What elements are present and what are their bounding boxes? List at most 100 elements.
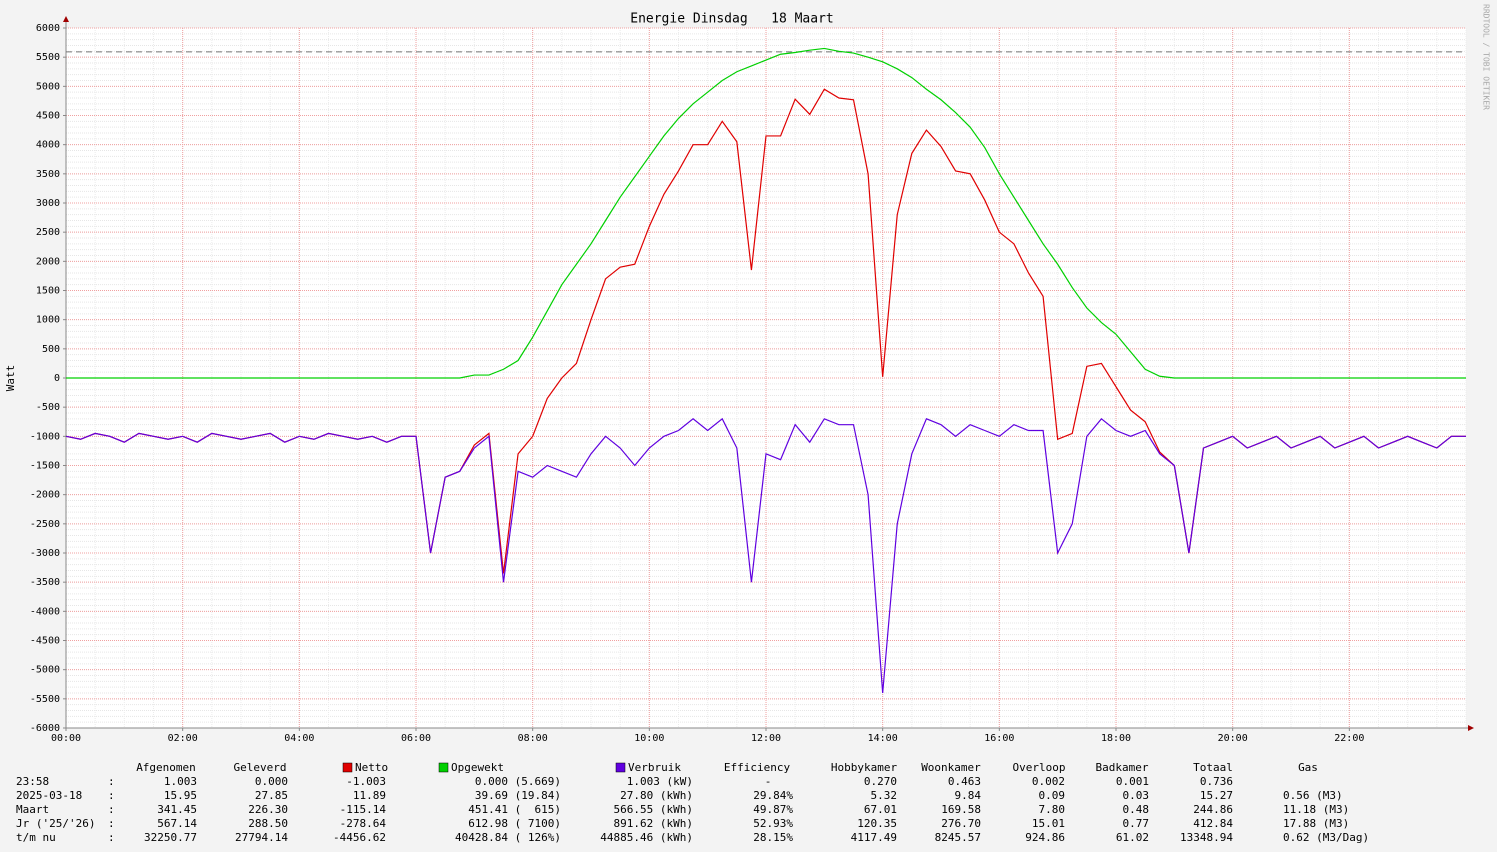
x-tick-label: 02:00: [168, 733, 198, 744]
y-tick-label: -5500: [30, 694, 60, 705]
watermark: RRDTOOL / TOBI OETIKER: [1482, 4, 1491, 110]
table-cell: 924.86: [1025, 831, 1065, 844]
table-cell: 566.55 (kWh): [614, 803, 693, 816]
legend-swatch: [615, 762, 626, 773]
table-cell: 15.95: [164, 789, 197, 802]
table-cell: 612.98 ( 7100): [468, 817, 561, 830]
x-tick-label: 14:00: [868, 733, 898, 744]
y-tick-label: -4500: [30, 636, 60, 647]
table-cell: -4456.62: [333, 831, 386, 844]
table-cell: 244.86: [1193, 803, 1233, 816]
y-tick-label: 4500: [36, 111, 60, 122]
table-cell: 17.88 (M3): [1283, 817, 1349, 830]
table-cell: 891.62 (kWh): [614, 817, 693, 830]
table-cell: 27794.14: [235, 831, 288, 844]
legend-label: Netto: [355, 761, 388, 774]
table-cell: 0.09: [1039, 789, 1066, 802]
axis-arrow: [63, 16, 69, 22]
y-tick-label: 5000: [36, 81, 60, 92]
table-cell: 67.01: [864, 803, 897, 816]
table-cell: 11.89: [353, 789, 386, 802]
table-cell: 7.80: [1039, 803, 1066, 816]
table-cell: 0.000 (5.669): [475, 775, 561, 788]
table-header: Badkamer: [1096, 761, 1149, 774]
x-tick-label: 18:00: [1101, 733, 1131, 744]
table-cell: 0.48: [1123, 803, 1150, 816]
y-tick-label: -1000: [30, 431, 60, 442]
table-cell: 4117.49: [851, 831, 897, 844]
table-cell: 0.77: [1123, 817, 1150, 830]
table-cell: 1.003: [164, 775, 197, 788]
x-tick-label: 00:00: [51, 733, 81, 744]
legend-swatch: [438, 762, 449, 773]
table-cell: 13348.94: [1180, 831, 1233, 844]
table-cell: 0.270: [864, 775, 897, 788]
x-tick-label: 08:00: [518, 733, 548, 744]
y-tick-label: -2500: [30, 519, 60, 530]
table-cell: :: [108, 803, 115, 816]
table-cell: 11.18 (M3): [1283, 803, 1349, 816]
legend-swatch: [342, 762, 353, 773]
y-tick-label: -4000: [30, 606, 60, 617]
table-header: Overloop: [1013, 761, 1066, 774]
y-tick-label: 2000: [36, 256, 60, 267]
table-cell: 288.50: [248, 817, 288, 830]
table-cell: 49.87%: [753, 803, 793, 816]
y-axis-label: Watt: [4, 365, 17, 392]
table-cell: 61.02: [1116, 831, 1149, 844]
table-cell: 15.27: [1200, 789, 1233, 802]
y-tick-label: 3000: [36, 198, 60, 209]
legend-label: Verbruik: [628, 761, 681, 774]
table-cell: 29.84%: [753, 789, 793, 802]
x-tick-label: 04:00: [284, 733, 314, 744]
table-cell: 0.62 (M3/Dag): [1283, 831, 1369, 844]
table-cell: :: [108, 775, 115, 788]
table-cell: t/m nu: [16, 831, 56, 844]
y-tick-label: 1500: [36, 286, 60, 297]
y-tick-label: 2500: [36, 227, 60, 238]
legend-label: Opgewekt: [451, 761, 504, 774]
table-cell: :: [108, 789, 115, 802]
table-cell: Maart: [16, 803, 49, 816]
x-tick-label: 22:00: [1334, 733, 1364, 744]
y-tick-label: 500: [42, 344, 60, 355]
table-header: Efficiency: [724, 761, 791, 774]
table-cell: Jr ('25/'26): [16, 817, 95, 830]
table-header: Geleverd: [234, 761, 287, 774]
y-tick-label: 3500: [36, 169, 60, 180]
table-header: Woonkamer: [921, 761, 981, 774]
x-tick-label: 10:00: [634, 733, 664, 744]
table-cell: 412.84: [1193, 817, 1233, 830]
table-cell: :: [108, 817, 115, 830]
y-tick-label: 6000: [36, 23, 60, 34]
x-tick-label: 06:00: [401, 733, 431, 744]
y-tick-label: 0: [54, 373, 60, 384]
table-cell: 40428.84 ( 126%): [455, 831, 561, 844]
y-tick-label: 1000: [36, 315, 60, 326]
table-cell: 52.93%: [753, 817, 793, 830]
table-cell: 32250.77: [144, 831, 197, 844]
series-line: [66, 47, 1466, 379]
table-cell: 0.002: [1032, 775, 1065, 788]
table-header: Hobbykamer: [831, 761, 898, 774]
table-cell: 0.463: [948, 775, 981, 788]
table-cell: 2025-03-18: [16, 789, 82, 802]
table-cell: 8245.57: [935, 831, 981, 844]
table-cell: 451.41 ( 615): [468, 803, 561, 816]
y-tick-label: -500: [36, 402, 60, 413]
table-cell: 567.14: [157, 817, 197, 830]
table-cell: 15.01: [1032, 817, 1065, 830]
y-tick-label: -6000: [30, 723, 60, 734]
y-tick-label: 5500: [36, 52, 60, 63]
table-cell: 120.35: [857, 817, 897, 830]
table-cell: 0.56 (M3): [1283, 789, 1343, 802]
y-tick-label: -2000: [30, 490, 60, 501]
series-line: [65, 417, 1466, 694]
table-cell: -278.64: [340, 817, 387, 830]
table-cell: 0.001: [1116, 775, 1149, 788]
chart-title: Energie Dinsdag 18 Maart: [630, 12, 834, 27]
table-header: Totaal: [1193, 761, 1233, 774]
table-cell: 28.15%: [753, 831, 793, 844]
